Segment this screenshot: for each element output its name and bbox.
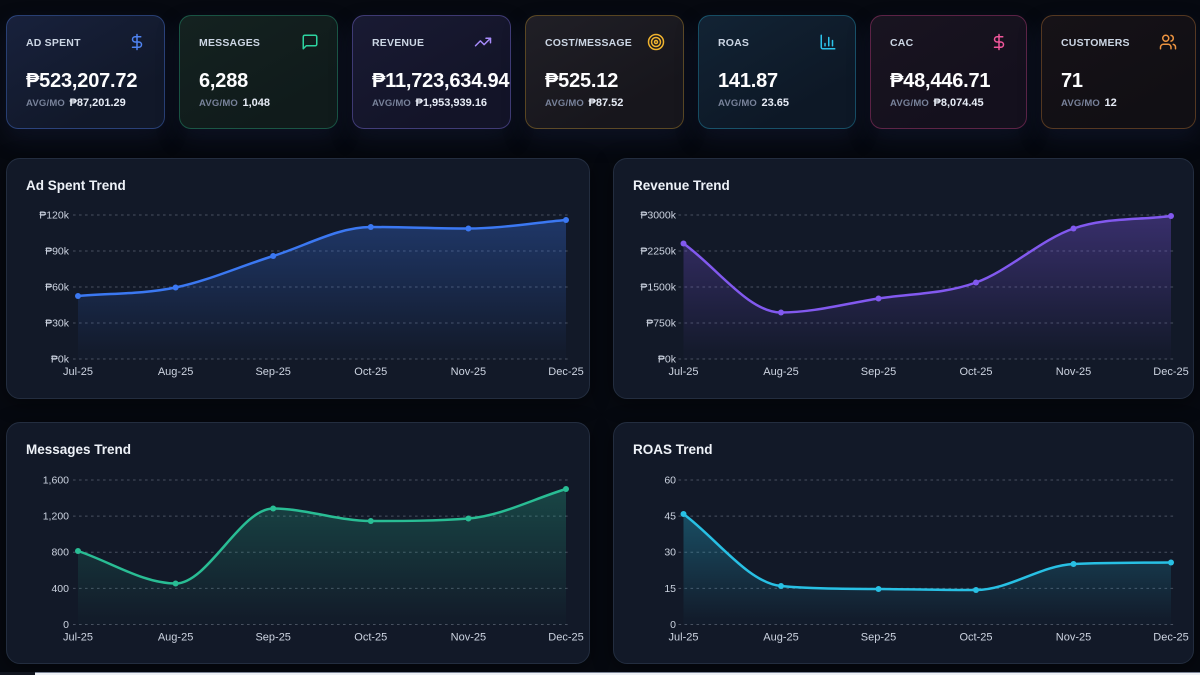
svg-text:₱30k: ₱30k (45, 318, 70, 330)
svg-text:Sep-25: Sep-25 (255, 632, 290, 644)
svg-text:400: 400 (51, 583, 69, 595)
svg-text:Aug-25: Aug-25 (158, 366, 193, 378)
svg-text:15: 15 (664, 583, 676, 595)
svg-text:Oct-25: Oct-25 (959, 632, 992, 644)
svg-text:1,200: 1,200 (43, 511, 69, 523)
svg-text:₱3000k: ₱3000k (640, 210, 676, 222)
svg-text:Nov-25: Nov-25 (451, 366, 486, 378)
svg-text:Nov-25: Nov-25 (451, 632, 486, 644)
svg-text:Aug-25: Aug-25 (763, 632, 798, 644)
svg-text:₱120k: ₱120k (39, 210, 70, 222)
svg-text:₱2250k: ₱2250k (640, 246, 676, 258)
svg-text:Dec-25: Dec-25 (1153, 366, 1188, 378)
svg-text:1,600: 1,600 (43, 475, 69, 487)
svg-text:800: 800 (51, 547, 69, 559)
svg-text:Dec-25: Dec-25 (548, 366, 583, 378)
svg-text:Jul-25: Jul-25 (63, 366, 93, 378)
svg-text:Dec-25: Dec-25 (1153, 632, 1188, 644)
svg-text:Aug-25: Aug-25 (158, 632, 193, 644)
svg-text:Sep-25: Sep-25 (861, 366, 896, 378)
svg-text:Jul-25: Jul-25 (669, 632, 699, 644)
svg-text:30: 30 (664, 547, 676, 559)
svg-text:Jul-25: Jul-25 (63, 632, 93, 644)
svg-text:₱750k: ₱750k (646, 318, 677, 330)
svg-text:₱60k: ₱60k (45, 282, 70, 294)
svg-text:0: 0 (670, 619, 676, 631)
svg-text:₱0k: ₱0k (658, 354, 677, 366)
svg-text:60: 60 (664, 475, 676, 487)
svg-text:45: 45 (664, 511, 676, 523)
svg-text:Oct-25: Oct-25 (354, 366, 387, 378)
svg-text:Nov-25: Nov-25 (1056, 632, 1091, 644)
svg-text:Nov-25: Nov-25 (1056, 366, 1091, 378)
svg-text:₱1500k: ₱1500k (640, 282, 676, 294)
svg-text:₱90k: ₱90k (45, 246, 70, 258)
svg-text:Aug-25: Aug-25 (763, 366, 798, 378)
svg-text:₱0k: ₱0k (51, 354, 70, 366)
svg-text:Jul-25: Jul-25 (669, 366, 699, 378)
svg-text:Dec-25: Dec-25 (548, 632, 583, 644)
svg-text:Sep-25: Sep-25 (861, 632, 896, 644)
svg-text:Oct-25: Oct-25 (959, 366, 992, 378)
svg-text:0: 0 (63, 619, 69, 631)
svg-text:Oct-25: Oct-25 (354, 632, 387, 644)
svg-text:Sep-25: Sep-25 (255, 366, 290, 378)
